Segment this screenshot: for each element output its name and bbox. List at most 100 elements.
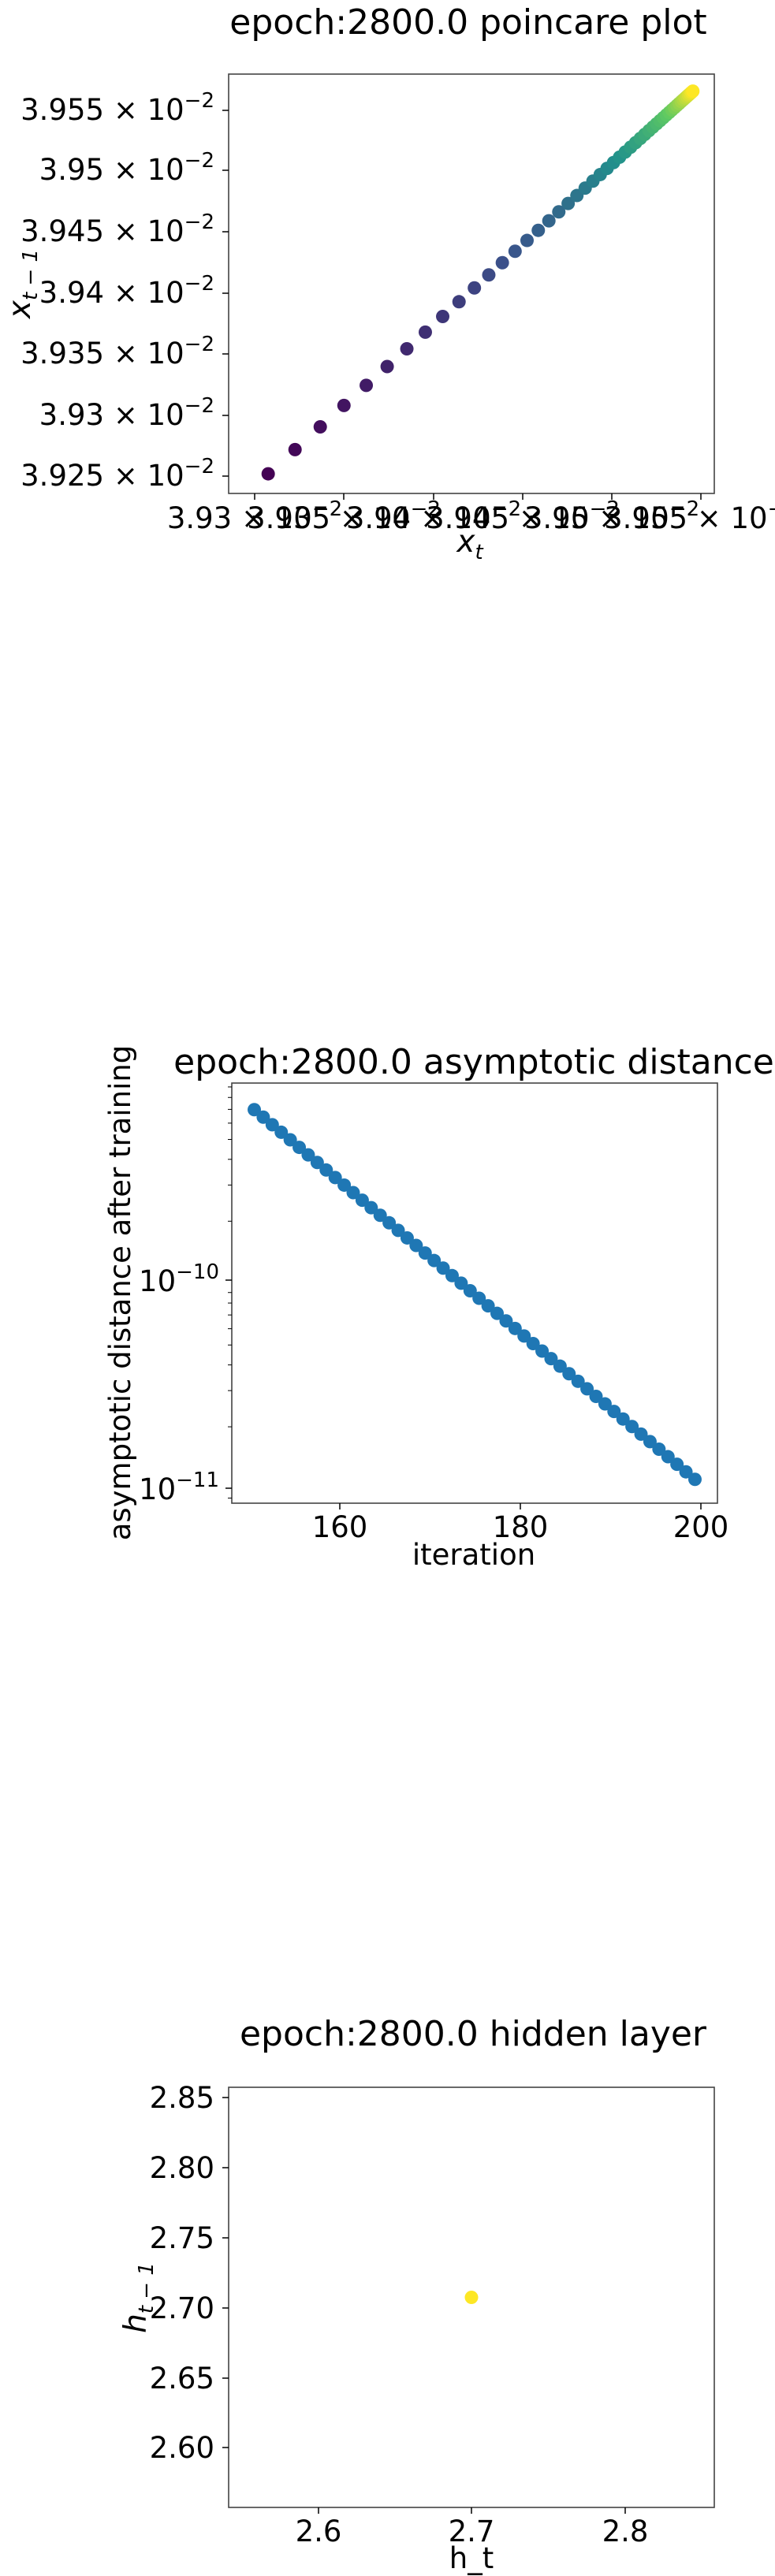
distance-point: [355, 1193, 369, 1208]
distance-point: [328, 1171, 342, 1185]
poincare-point: [313, 420, 327, 434]
svg-text:2.8: 2.8: [602, 2515, 649, 2548]
hidden-layer-y-axis-label: ht − 1: [118, 2262, 158, 2333]
poincare-x-axis-label: xt: [455, 524, 483, 564]
distance-y-tick: 10−10: [139, 1260, 232, 1298]
poincare-point: [508, 244, 522, 259]
hidden-layer-y-tick: 2.70: [150, 2291, 229, 2325]
svg-text:3.955 × 10−2: 3.955 × 10−2: [604, 497, 775, 535]
distance-points: [248, 1103, 702, 1487]
svg-text:3.955 × 10−2: 3.955 × 10−2: [20, 89, 214, 127]
distance-point: [562, 1367, 576, 1381]
poincare-point: [337, 398, 351, 412]
hidden-layer-chart: epoch:2800.0 hidden layer 2.85 2.80 2.75…: [118, 2014, 715, 2575]
svg-text:3.925 × 10−2: 3.925 × 10−2: [20, 455, 214, 493]
distance-x-axis-label: iteration: [412, 1538, 535, 1572]
distance-point: [535, 1344, 550, 1358]
distance-point: [508, 1321, 522, 1335]
distance-point: [643, 1435, 657, 1449]
distance-point: [382, 1215, 397, 1230]
poincare-chart: epoch:2800.0 poincare plot 3.955 × 10−2 …: [2, 2, 775, 564]
poincare-plot-frame: [228, 73, 715, 494]
poincare-x-tick: 3.945 × 10−2: [426, 493, 620, 535]
poincare-point: [400, 341, 414, 356]
poincare-point: [468, 281, 482, 295]
svg-text:2.80: 2.80: [150, 2151, 214, 2185]
svg-text:3.945 × 10−2: 3.945 × 10−2: [20, 210, 214, 248]
distance-point: [274, 1125, 289, 1139]
distance-point: [589, 1389, 603, 1403]
distance-point: [553, 1359, 567, 1373]
distance-point: [248, 1103, 262, 1117]
poincare-x-tick: 3.94 × 10−2: [346, 493, 521, 535]
distance-point: [526, 1336, 540, 1350]
distance-point: [670, 1457, 684, 1472]
distance-point: [652, 1442, 666, 1456]
distance-point: [544, 1352, 558, 1366]
poincare-point: [561, 196, 576, 210]
hidden-layer-x-tick: 2.6: [296, 2507, 341, 2548]
poincare-point: [288, 442, 302, 456]
poincare-y-axis-label: xt − 1: [2, 249, 43, 320]
svg-text:3.945 × 10−2: 3.945 × 10−2: [426, 497, 620, 535]
poincare-point: [531, 223, 546, 237]
distance-title: epoch:2800.0 asymptotic distance: [173, 1042, 774, 1082]
svg-text:3.935 × 10−2: 3.935 × 10−2: [247, 497, 441, 535]
distance-point: [436, 1261, 450, 1275]
poincare-title: epoch:2800.0 poincare plot: [229, 2, 706, 43]
poincare-y-tick: 3.95 × 10−2: [39, 149, 229, 187]
distance-point: [337, 1178, 352, 1192]
svg-text:2.7: 2.7: [449, 2515, 495, 2548]
svg-text:2.85: 2.85: [150, 2081, 214, 2115]
poincare-y-tick: 3.945 × 10−2: [20, 210, 229, 248]
distance-point: [391, 1223, 405, 1238]
distance-point: [625, 1420, 639, 1434]
distance-point: [445, 1268, 459, 1282]
distance-x-ticks: 160 180 200: [312, 1503, 729, 1544]
poincare-point: [418, 325, 432, 339]
distance-point: [607, 1405, 621, 1419]
distance-point: [310, 1156, 324, 1170]
distance-point: [687, 1472, 702, 1487]
svg-text:160: 160: [312, 1510, 368, 1544]
distance-point: [265, 1118, 279, 1132]
distance-point: [499, 1314, 513, 1328]
hidden-layer-x-tick: 2.7: [449, 2507, 495, 2548]
distance-point: [571, 1374, 585, 1388]
hidden-layer-y-tick: 2.60: [150, 2431, 229, 2465]
poincare-x-ticks: 3.93 × 10−2 3.935 × 10−2 3.94 × 10−2 3.9…: [167, 493, 775, 535]
svg-text:200: 200: [673, 1510, 729, 1544]
distance-point: [679, 1465, 693, 1479]
distance-point: [400, 1230, 414, 1245]
distance-point: [661, 1450, 675, 1464]
distance-point: [373, 1208, 387, 1223]
poincare-y-tick: 3.93 × 10−2: [39, 394, 229, 432]
poincare-y-tick: 3.925 × 10−2: [20, 455, 229, 493]
svg-text:3.93 × 10−2: 3.93 × 10−2: [167, 497, 342, 535]
poincare-x-tick: 3.95 × 10−2: [524, 493, 699, 535]
distance-y-tick: 10−11: [139, 1469, 232, 1506]
distance-point: [580, 1382, 594, 1396]
distance-plot-frame: [231, 1082, 718, 1504]
poincare-point: [261, 467, 275, 481]
distance-point: [292, 1141, 307, 1155]
poincare-x-tick: 3.935 × 10−2: [247, 493, 441, 535]
distance-point: [319, 1163, 333, 1177]
poincare-point: [552, 205, 566, 219]
distance-point: [256, 1110, 270, 1124]
distance-point: [472, 1291, 486, 1305]
distance-point: [598, 1397, 612, 1411]
distance-y-axis-label: asymptotic distance after training: [103, 1045, 137, 1541]
hidden-layer-x-ticks: 2.6 2.7 2.8: [296, 2507, 649, 2548]
poincare-point: [436, 309, 450, 323]
svg-text:3.95 × 10−2: 3.95 × 10−2: [39, 149, 214, 187]
distance-point: [481, 1299, 495, 1313]
svg-text:10−11: 10−11: [139, 1469, 219, 1506]
poincare-point: [380, 359, 394, 374]
distance-x-tick: 200: [673, 1503, 729, 1544]
poincare-x-tick: 3.955 × 10−2: [604, 493, 775, 535]
distance-point: [418, 1246, 432, 1260]
distance-point: [346, 1186, 360, 1200]
svg-text:3.94 × 10−2: 3.94 × 10−2: [39, 272, 214, 310]
distance-point: [454, 1276, 468, 1290]
